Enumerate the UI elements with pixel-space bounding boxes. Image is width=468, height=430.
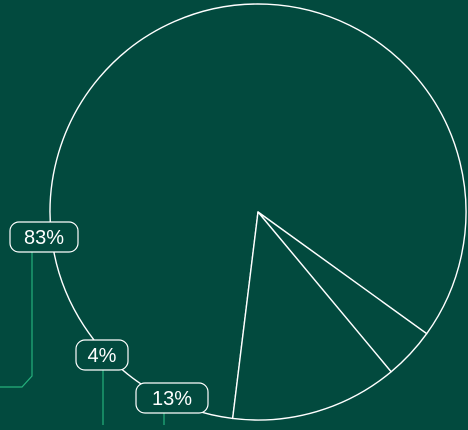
leader-line-1 <box>0 252 32 387</box>
data-label-text: 13% <box>152 388 192 410</box>
data-label-text: 83% <box>24 227 64 249</box>
data-label-2: 4% <box>76 340 128 370</box>
data-label-1: 83% <box>10 222 78 252</box>
data-label-text: 4% <box>88 345 117 367</box>
data-label-3: 13% <box>136 383 208 413</box>
